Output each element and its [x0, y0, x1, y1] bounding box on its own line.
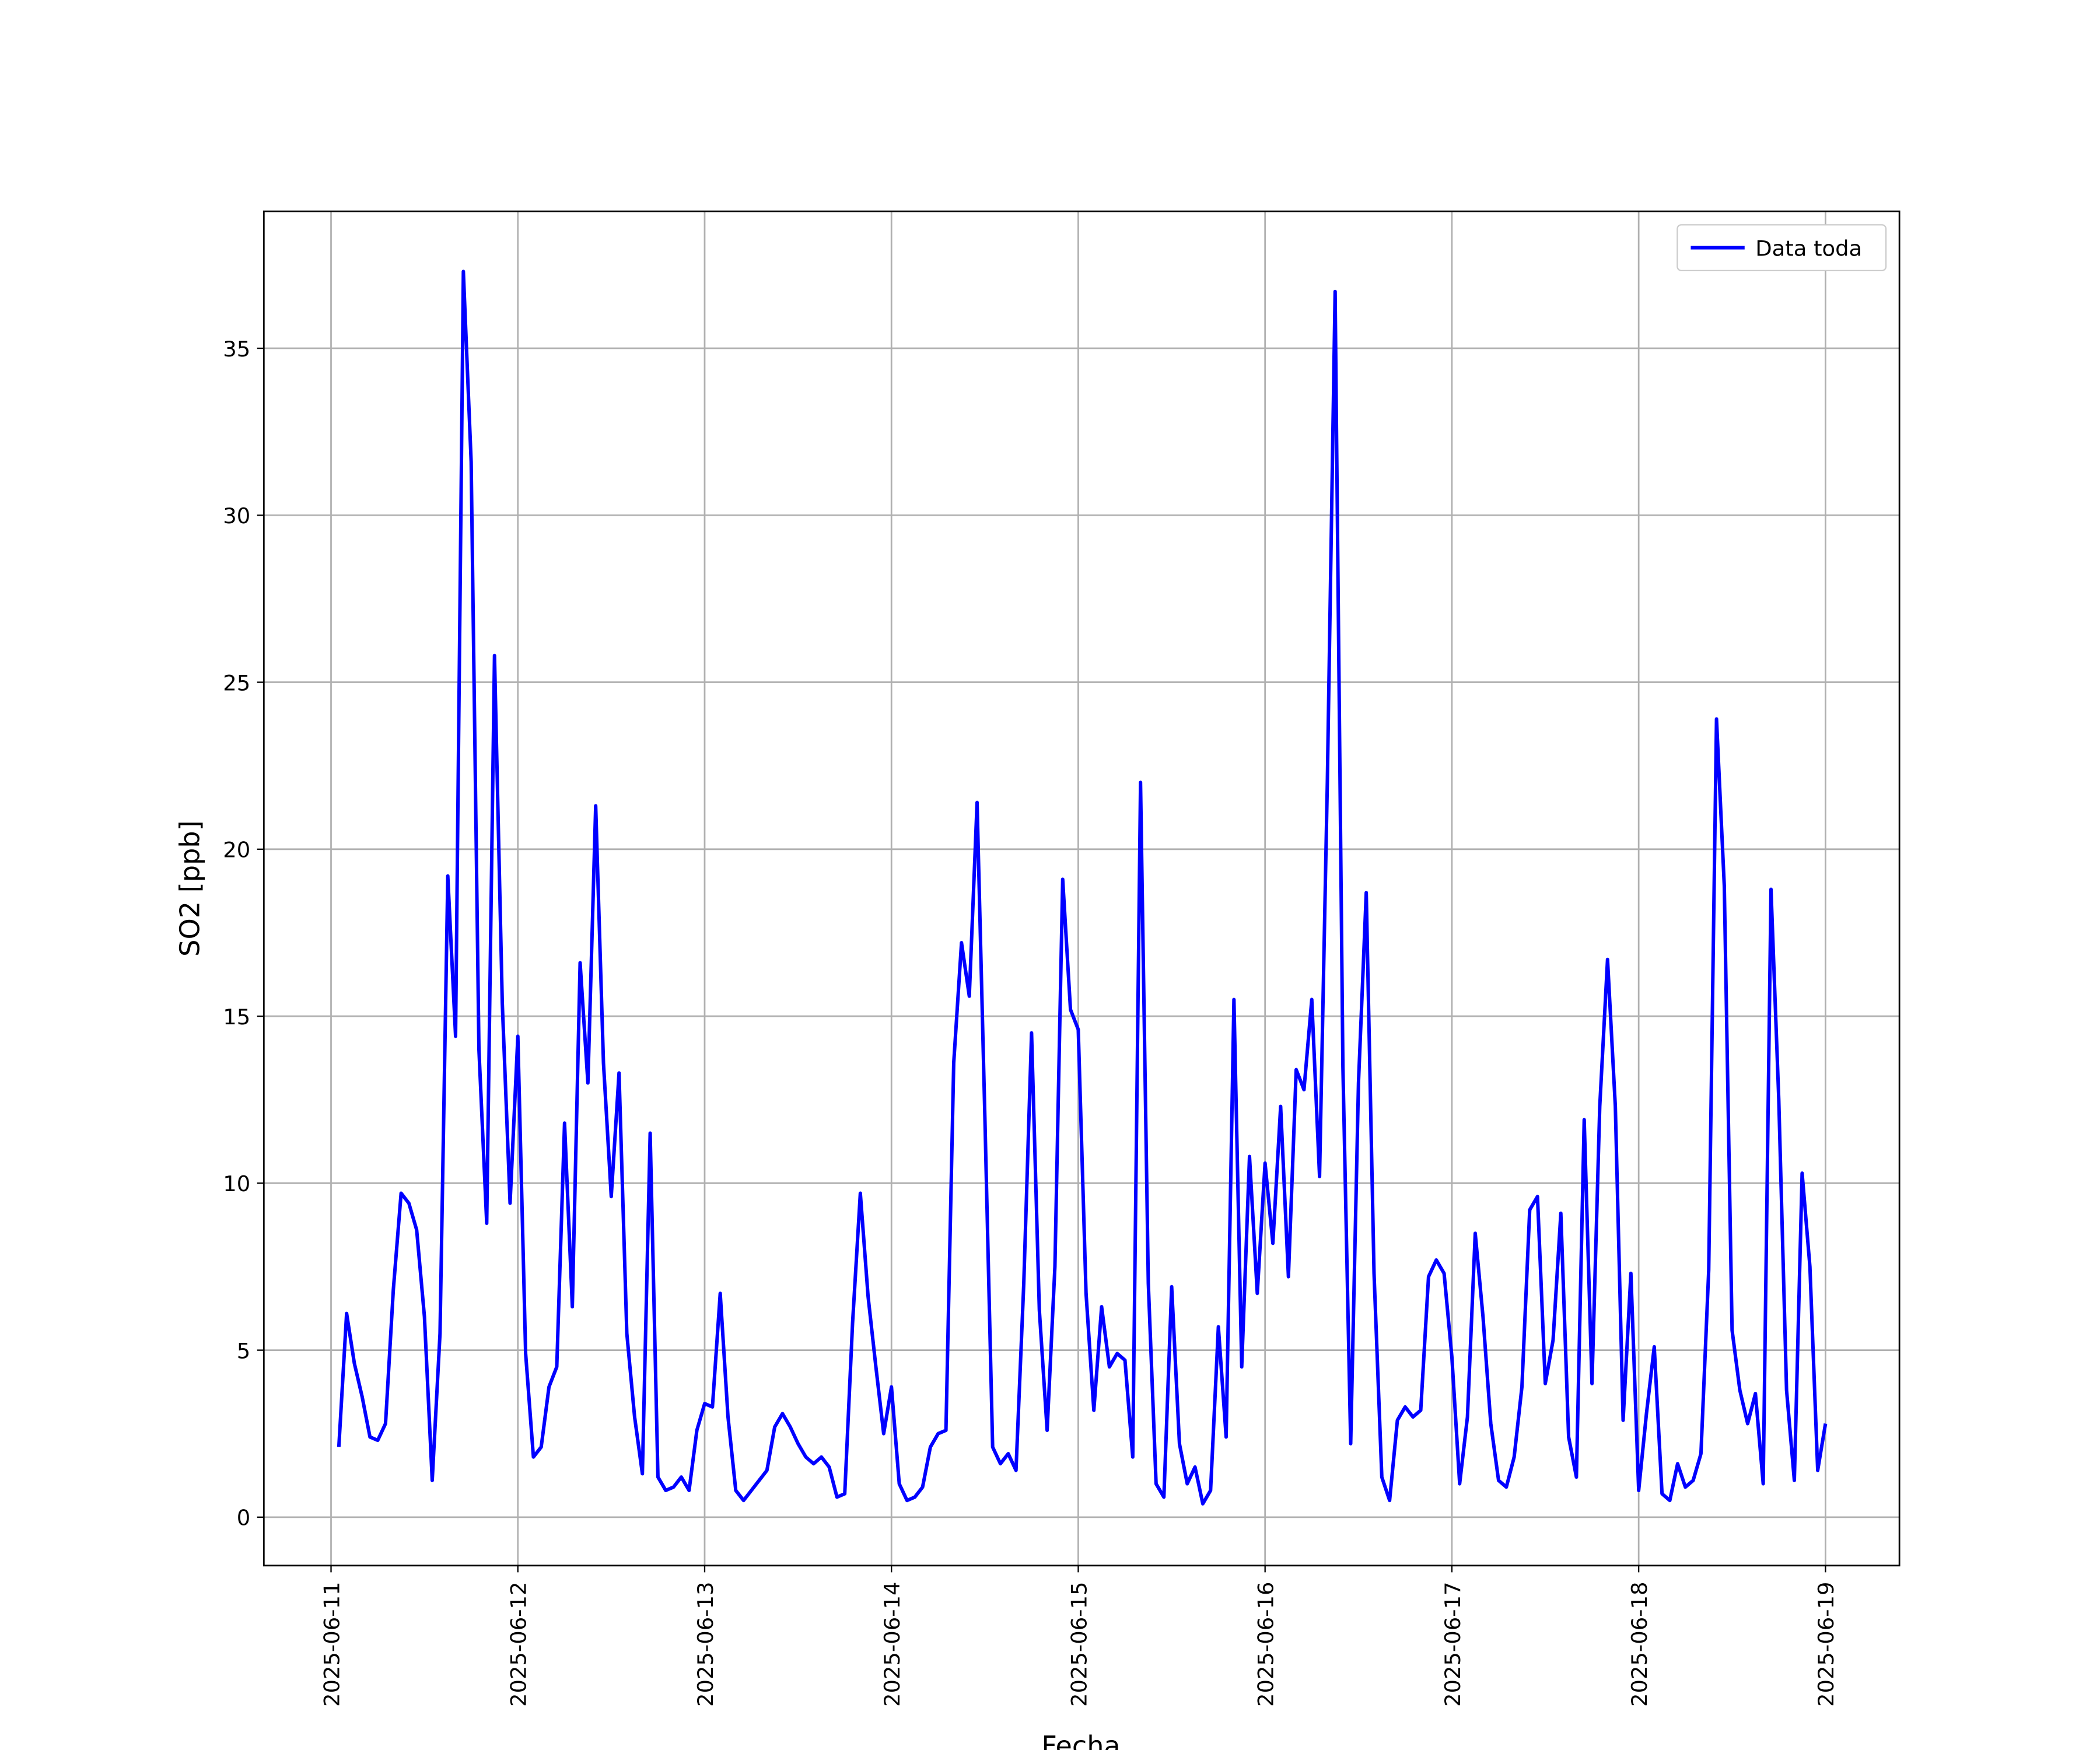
- x-tick-label: 2025-06-19: [1814, 1582, 1839, 1707]
- y-tick-label: 25: [223, 670, 250, 695]
- y-tick-label: 35: [223, 337, 250, 362]
- x-tick-label: 2025-06-17: [1440, 1582, 1465, 1707]
- legend-box: [1676, 224, 1887, 271]
- x-tick-label: 2025-06-15: [1066, 1582, 1091, 1707]
- legend-label: Data toda: [1755, 236, 1862, 261]
- x-tick-label: 2025-06-16: [1254, 1582, 1279, 1707]
- x-tick-label: 2025-06-12: [506, 1582, 531, 1707]
- y-tick-label: 20: [223, 838, 250, 863]
- x-axis-label: Fecha: [1041, 1730, 1120, 1750]
- y-tick-label: 15: [223, 1005, 250, 1030]
- y-tick-label: 10: [223, 1171, 250, 1196]
- y-tick-label: 5: [237, 1338, 250, 1363]
- y-axis-label: SO2 [ppb]: [174, 820, 206, 957]
- y-tick-label: 0: [237, 1506, 250, 1531]
- x-tick-label: 2025-06-18: [1627, 1582, 1652, 1707]
- x-tick-label: 2025-06-14: [880, 1582, 905, 1707]
- plot-frame: [262, 210, 1901, 1567]
- data-line: [337, 270, 1828, 1506]
- x-tick-label: 2025-06-13: [693, 1582, 718, 1707]
- y-tick-label: 30: [223, 503, 250, 528]
- x-tick-label: 2025-06-11: [319, 1582, 344, 1707]
